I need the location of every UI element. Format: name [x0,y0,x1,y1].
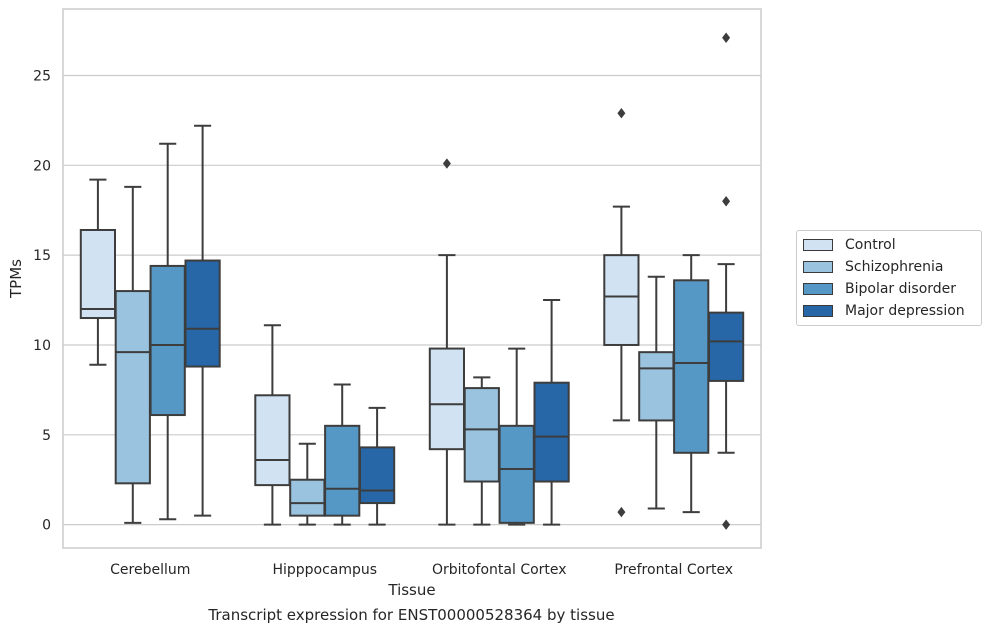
box-body [603,254,640,346]
box-body [79,228,117,320]
outlier-point [442,158,451,169]
legend: Control Schizophrenia Bipolar disorder M… [796,230,982,326]
y-axis-label: TPMs [7,259,25,299]
box-body [114,290,151,485]
box-major-depression [358,406,396,526]
y-tick-label: 0 [42,518,51,534]
legend-swatch-bipolar-disorder [803,283,833,295]
x-tick-label: Orbitofontal Cortex [432,562,567,578]
legend-item-major-depression: Major depression [803,301,965,321]
chart-caption: Transcript expression for ENST0000052836… [208,606,615,624]
legend-swatch-control [803,239,833,251]
outlier-point [722,32,731,43]
box-bipolar-disorder [324,383,361,526]
x-tick-label: Hipppocampus [272,562,377,578]
box-body [254,394,291,487]
legend-label-bipolar-disorder: Bipolar disorder [845,281,957,297]
legend-item-schizophrenia: Schizophrenia [803,257,943,277]
box-body [149,264,186,417]
box-body [533,381,570,483]
box-body [184,259,221,368]
legend-label-control: Control [845,237,896,253]
box-body [638,351,675,422]
box-body [324,424,361,517]
box-body [428,347,466,451]
box-bipolar-disorder [498,347,535,526]
y-tick-label: 5 [42,428,51,444]
x-tick-label: Prefrontal Cortex [614,562,733,578]
outlier-point [722,196,731,207]
y-tick-label: 25 [33,68,51,84]
box-bipolar-disorder [673,254,710,514]
box-body [673,279,710,454]
box-control [428,158,466,526]
box-major-depression [707,32,745,530]
box-body [707,311,745,382]
legend-label-major-depression: Major depression [845,303,965,319]
legend-item-bipolar-disorder: Bipolar disorder [803,279,956,299]
outlier-point [617,506,626,518]
legend-label-schizophrenia: Schizophrenia [845,259,944,275]
outlier-point [617,108,626,119]
legend-item-control: Control [803,235,896,255]
x-tick-label: Cerebellum [110,562,190,578]
legend-swatch-major-depression [803,305,833,317]
outlier-point [722,519,731,530]
box-control [603,108,640,518]
box-control [254,324,291,526]
x-axis-label: Tissue [387,581,435,599]
box-schizophrenia [114,185,151,524]
y-tick-label: 20 [33,158,51,174]
y-tick-label: 10 [33,338,51,354]
box-body [358,446,396,505]
legend-swatch-schizophrenia [803,261,833,273]
box-major-depression [533,299,570,526]
box-control [79,178,117,366]
box-body [463,387,500,483]
box-body [498,424,535,524]
y-tick-label: 15 [33,248,51,264]
box-body [289,478,326,517]
box-major-depression [184,124,221,517]
